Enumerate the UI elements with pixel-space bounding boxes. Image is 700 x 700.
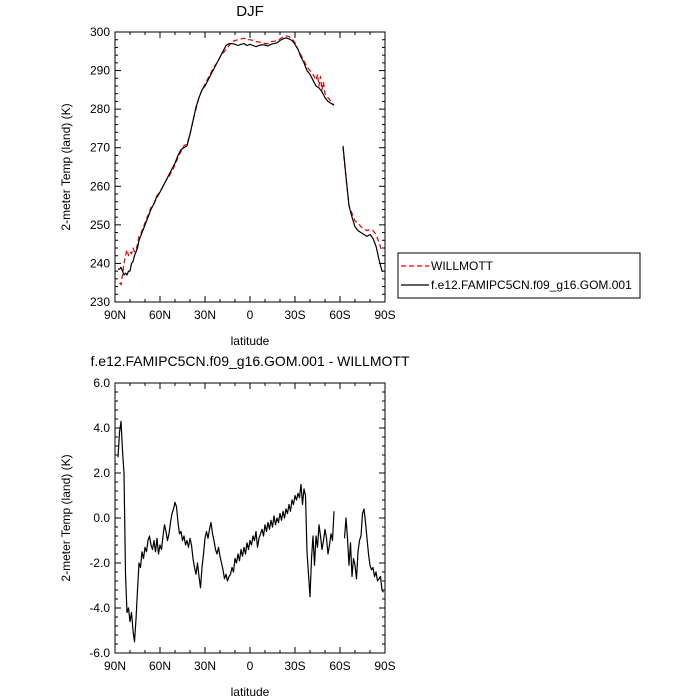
y-tick-label: 260 bbox=[90, 179, 110, 193]
x-tick-label: 60N bbox=[149, 659, 171, 673]
y-tick-label: -2.0 bbox=[89, 556, 110, 570]
legend-box bbox=[397, 252, 641, 299]
x-tick-label: 0 bbox=[247, 659, 254, 673]
x-tick-label: 0 bbox=[247, 308, 254, 322]
y-tick-label: 240 bbox=[90, 256, 110, 270]
top-chart-x-axis-label: latitude bbox=[231, 334, 270, 348]
y-tick-label: 270 bbox=[90, 141, 110, 155]
legend-label-model: f.e12.FAMIPC5CN.f09_g16.GOM.001 bbox=[431, 278, 632, 292]
x-tick-label: 90S bbox=[374, 308, 395, 322]
x-tick-label: 90S bbox=[374, 659, 395, 673]
bottom-chart-x-axis-label: latitude bbox=[231, 685, 270, 699]
y-tick-label: 250 bbox=[90, 218, 110, 232]
series-line-difference bbox=[343, 508, 385, 593]
top-chart-title: DJF bbox=[236, 3, 264, 20]
y-tick-label: 4.0 bbox=[93, 421, 110, 435]
y-tick-label: 280 bbox=[90, 102, 110, 116]
x-tick-label: 90N bbox=[104, 308, 126, 322]
y-tick-label: -4.0 bbox=[89, 601, 110, 615]
top-chart-series bbox=[118, 35, 384, 286]
y-tick-label: 6.0 bbox=[93, 376, 110, 390]
series-line-willmott bbox=[119, 35, 335, 286]
bottom-chart: f.e12.FAMIPC5CN.f09_g16.GOM.001 - WILLMO… bbox=[59, 353, 410, 699]
top-chart: DJF 90N 60N 30N 0 30S 60S 90S 230 240 250 260 270 28… bbox=[59, 3, 641, 348]
x-tick-label: 30S bbox=[284, 659, 305, 673]
bottom-chart-series bbox=[117, 420, 385, 643]
series-line-model bbox=[342, 145, 384, 272]
series-line-difference bbox=[117, 420, 335, 643]
y-tick-label: 300 bbox=[90, 25, 110, 39]
bottom-chart-axes: 90N 60N 30N 0 30S 60S 90S -6.0 -4.0 -2.0 0.0 2.0 4.0… bbox=[89, 376, 395, 673]
legend-label-willmott: WILLMOTT bbox=[431, 259, 494, 273]
y-tick-label: 2.0 bbox=[93, 466, 110, 480]
x-tick-label: 60N bbox=[149, 308, 171, 322]
bottom-chart-frame bbox=[114, 382, 386, 654]
series-line-model bbox=[118, 37, 335, 276]
x-tick-label: 30S bbox=[284, 308, 305, 322]
y-tick-label: 0.0 bbox=[93, 511, 110, 525]
y-tick-label: -6.0 bbox=[89, 646, 110, 660]
y-tick-label: 290 bbox=[90, 64, 110, 78]
x-tick-label: 30N bbox=[194, 659, 216, 673]
top-chart-y-axis-label: 2-meter Temp (land) (K) bbox=[59, 103, 73, 230]
x-tick-label: 60S bbox=[329, 308, 350, 322]
x-tick-label: 90N bbox=[104, 659, 126, 673]
bottom-chart-title: f.e12.FAMIPC5CN.f09_g16.GOM.001 - WILLMO… bbox=[91, 353, 410, 369]
x-tick-label: 60S bbox=[329, 659, 350, 673]
x-tick-label: 30N bbox=[194, 308, 216, 322]
bottom-chart-y-axis-label: 2-meter Temp (land) (K) bbox=[59, 454, 73, 581]
y-tick-label: 230 bbox=[90, 295, 110, 309]
top-chart-legend: WILLMOTT f.e12.FAMIPC5CN.f09_g16.GOM.001 bbox=[397, 252, 641, 299]
top-chart-axes: 90N 60N 30N 0 30S 60S 90S 230 240 250 260 270 280 290… bbox=[90, 25, 396, 322]
